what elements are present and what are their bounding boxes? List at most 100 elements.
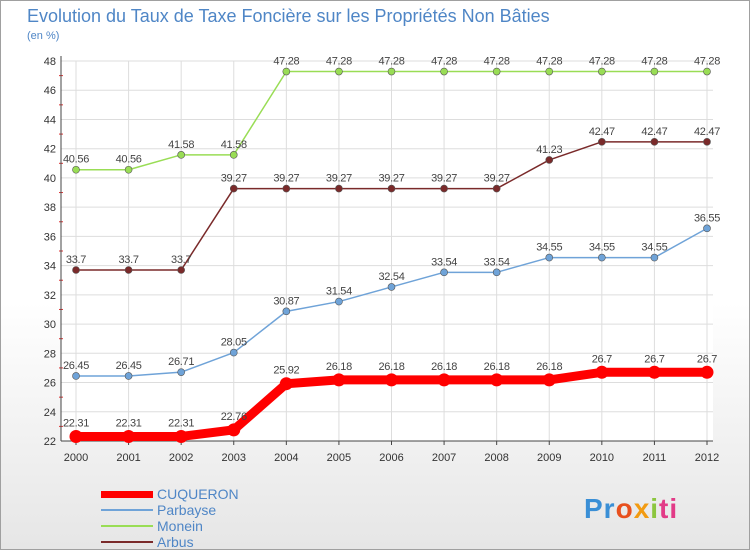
data-label-cuqueron-2000: 22.31 (63, 417, 89, 429)
point-monein-2004 (282, 67, 291, 76)
data-label-arbus-2004: 39.27 (273, 173, 299, 185)
y-tick-label-26: 26 (44, 378, 56, 390)
data-label-cuqueron-2002: 22.31 (168, 417, 194, 429)
y-tick-label-48: 48 (44, 56, 56, 68)
point-cuqueron-2005 (332, 373, 346, 387)
data-label-arbus-2010: 42.47 (589, 126, 615, 138)
point-parbayse-2011 (650, 253, 659, 262)
point-parbayse-2006 (387, 283, 396, 291)
data-label-cuqueron-2011: 26.7 (644, 353, 664, 365)
data-label-arbus-2003: 39.27 (221, 173, 247, 185)
x-tick-label-2007: 2007 (432, 452, 456, 464)
x-tick-label-2000: 2000 (64, 452, 88, 464)
data-label-monein-2010: 47.28 (589, 56, 615, 68)
data-label-monein-2012: 47.28 (694, 56, 720, 68)
y-tick-label-28: 28 (44, 348, 56, 360)
x-tick-label-2011: 2011 (643, 452, 667, 464)
point-monein-2011 (650, 67, 659, 76)
point-cuqueron-2000 (69, 429, 83, 443)
data-label-parbayse-2005: 31.54 (326, 286, 352, 298)
point-arbus-2002 (177, 266, 185, 274)
data-labels: 26.45 26.45 26.71 28.05 30.87 31.54 32.54 33.54… (63, 56, 721, 430)
x-tick-label-2009: 2009 (537, 452, 561, 464)
data-label-cuqueron-2008: 26.18 (484, 361, 510, 373)
point-parbayse-2005 (335, 297, 343, 306)
point-arbus-2004 (282, 184, 291, 193)
data-label-monein-2011: 47.28 (641, 56, 667, 68)
data-label-arbus-2012: 42.47 (694, 126, 720, 138)
point-cuqueron-2004 (279, 377, 293, 391)
point-monein-2006 (387, 67, 396, 76)
data-label-parbayse-2001: 26.45 (116, 360, 142, 372)
legend-label-monein: Monein (157, 518, 203, 534)
point-cuqueron-2008 (490, 373, 504, 387)
data-label-monein-2004: 47.28 (273, 56, 299, 68)
point-arbus-2001 (124, 266, 133, 274)
data-label-cuqueron-2005: 26.18 (326, 361, 352, 373)
y-unit-label: (en %) (27, 30, 60, 42)
point-arbus-2009 (545, 156, 554, 164)
data-label-monein-2006: 47.28 (378, 56, 404, 68)
point-arbus-2007 (440, 184, 448, 193)
point-monein-2010 (598, 67, 606, 76)
x-tick-label-2005: 2005 (327, 452, 351, 464)
point-parbayse-2008 (492, 268, 501, 277)
point-monein-2005 (335, 67, 343, 76)
point-parbayse-2002 (177, 368, 185, 376)
point-cuqueron-2003 (227, 423, 241, 437)
y-tick-label-46: 46 (44, 85, 56, 97)
data-label-cuqueron-2001: 22.31 (116, 417, 142, 429)
data-label-parbayse-2003: 28.05 (221, 337, 247, 349)
point-arbus-2012 (703, 138, 711, 146)
proxiti-logo: Proxiti (584, 493, 679, 524)
point-cuqueron-2002 (174, 429, 188, 443)
data-label-monein-2003: 41.58 (221, 139, 247, 151)
data-label-arbus-2000: 33.7 (66, 254, 86, 266)
point-arbus-2006 (387, 184, 396, 193)
y-tick-label-34: 34 (44, 261, 56, 273)
point-cuqueron-2007 (437, 373, 451, 387)
x-tick-label-2008: 2008 (484, 452, 508, 464)
point-monein-2009 (545, 67, 554, 76)
data-label-cuqueron-2007: 26.18 (431, 361, 457, 373)
data-label-cuqueron-2006: 26.18 (378, 361, 404, 373)
legend-swatch-parbayse (101, 509, 153, 511)
data-label-parbayse-2012: 36.55 (694, 212, 720, 224)
x-tick-label-2010: 2010 (590, 452, 614, 464)
legend-label-parbayse: Parbayse (157, 502, 217, 518)
point-parbayse-2000 (72, 372, 80, 380)
y-tick-label-24: 24 (44, 407, 56, 419)
point-arbus-2000 (72, 266, 80, 274)
data-label-parbayse-2010: 34.55 (589, 242, 615, 254)
y-tick-label-32: 32 (44, 290, 56, 302)
data-label-parbayse-2002: 26.71 (168, 356, 194, 368)
data-label-parbayse-2000: 26.45 (63, 360, 89, 372)
data-label-monein-2005: 47.28 (326, 56, 352, 68)
data-label-cuqueron-2010: 26.7 (592, 353, 612, 365)
point-arbus-2010 (598, 138, 606, 146)
axes: 22 24 26 28 30 32 34 36 38 40 42 44 46 48 2000 2001 2002… (44, 56, 719, 464)
x-tick-label-2004: 2004 (274, 452, 298, 464)
legend-swatch-monein (101, 525, 153, 527)
point-parbayse-2010 (598, 253, 606, 262)
y-tick-label-30: 30 (44, 319, 56, 331)
data-label-parbayse-2009: 34.55 (536, 242, 562, 254)
point-parbayse-2003 (229, 348, 238, 357)
point-cuqueron-2011 (647, 365, 661, 379)
point-monein-2003 (229, 151, 238, 159)
data-label-cuqueron-2009: 26.18 (536, 361, 562, 373)
point-cuqueron-2006 (385, 373, 398, 387)
x-tick-label-2001: 2001 (116, 452, 140, 464)
x-tick-label-2006: 2006 (379, 452, 403, 464)
y-tick-label-42: 42 (44, 144, 56, 156)
point-cuqueron-2001 (122, 429, 136, 443)
data-label-monein-2002: 41.58 (168, 139, 194, 151)
point-parbayse-2009 (545, 253, 554, 262)
data-label-monein-2007: 47.28 (431, 56, 457, 68)
x-tick-label-2002: 2002 (169, 452, 193, 464)
data-label-parbayse-2007: 33.54 (431, 256, 457, 268)
data-label-parbayse-2008: 33.54 (484, 256, 510, 268)
point-monein-2008 (492, 67, 501, 76)
point-arbus-2003 (229, 184, 238, 193)
